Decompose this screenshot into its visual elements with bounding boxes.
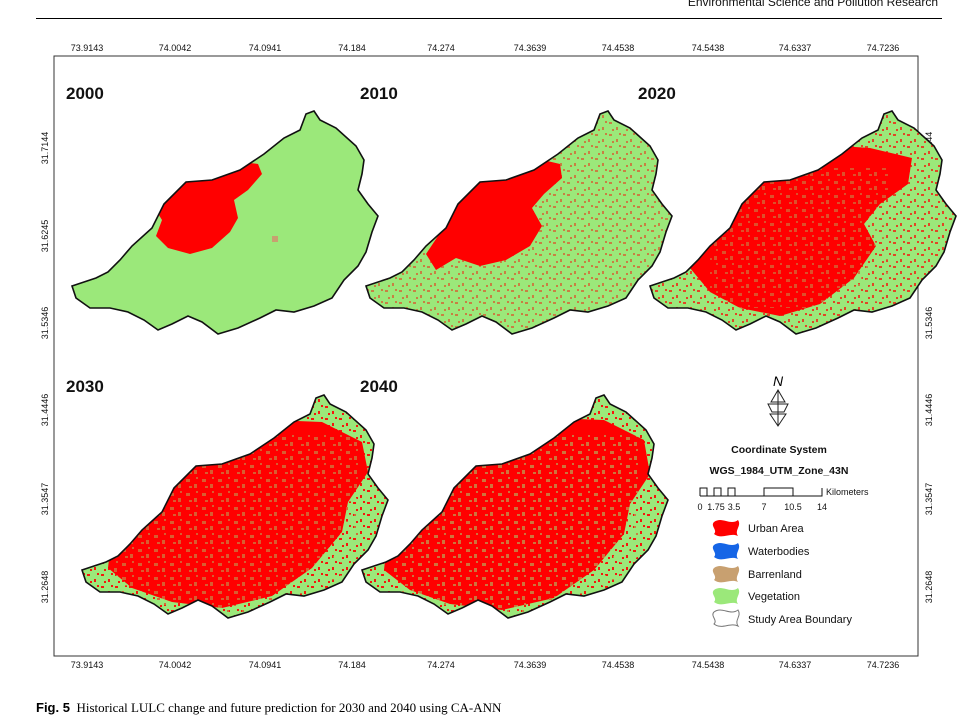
lulc-map-figure: 73.9143 74.0042 74.0941 74.184 74.274 74…: [40, 43, 957, 670]
x-tick-label: 74.0042: [159, 660, 192, 670]
y-tick-label: 31.5346: [924, 307, 934, 340]
legend-label: Vegetation: [748, 591, 800, 603]
scale-unit-label: Kilometers: [826, 487, 869, 497]
vegetation-swatch: [712, 588, 740, 605]
scale-tick-label: 10.5: [784, 502, 802, 512]
journal-header: Environmental Science and Pollution Rese…: [687, 0, 938, 9]
x-tick-label: 74.5438: [692, 43, 725, 53]
x-tick-label: 74.7236: [867, 43, 900, 53]
x-tick-label: 74.4538: [602, 660, 635, 670]
x-tick-label: 74.4538: [602, 43, 635, 53]
x-tick-label: 73.9143: [71, 660, 104, 670]
north-label: N: [773, 373, 784, 389]
bottom-x-axis: 73.9143 74.0042 74.0941 74.184 74.274 74…: [71, 660, 900, 670]
north-arrow: N: [767, 373, 789, 427]
x-tick-label: 74.274: [427, 43, 455, 53]
x-tick-label: 74.184: [338, 43, 366, 53]
panel-year-label: 2000: [66, 84, 104, 103]
y-tick-label: 31.3547: [40, 483, 50, 516]
coordinate-system-value: WGS_1984_UTM_Zone_43N: [710, 465, 849, 477]
figure-label: Fig. 5: [36, 700, 70, 715]
water-swatch: [712, 543, 740, 560]
x-tick-label: 74.0042: [159, 43, 192, 53]
scale-tick-label: 7: [761, 502, 766, 512]
scale-bar: Kilometers 0 1.75 3.5 7 10.5 14: [697, 487, 869, 512]
top-x-axis: 73.9143 74.0042 74.0941 74.184 74.274 74…: [71, 43, 900, 53]
x-tick-label: 74.3639: [514, 660, 547, 670]
x-tick-label: 74.274: [427, 660, 455, 670]
header-rule: [36, 18, 942, 19]
legend-label: Barrenland: [748, 569, 802, 581]
scale-tick-label: 0: [697, 502, 702, 512]
y-tick-label: 31.7144: [40, 132, 50, 165]
figure-caption: Fig. 5 Historical LULC change and future…: [36, 700, 501, 716]
legend: Urban Area Waterbodies Barrenland Vegeta…: [712, 520, 852, 628]
boundary-swatch: [712, 609, 740, 628]
y-tick-label: 31.5346: [40, 307, 50, 340]
legend-item-barren: Barrenland: [712, 566, 802, 583]
legend-label: Study Area Boundary: [748, 614, 852, 626]
scale-tick-label: 14: [817, 502, 827, 512]
caption-text: Historical LULC change and future predic…: [76, 700, 502, 715]
x-tick-label: 74.3639: [514, 43, 547, 53]
x-tick-label: 73.9143: [71, 43, 104, 53]
legend-item-boundary: Study Area Boundary: [712, 609, 852, 628]
barren-swatch: [712, 566, 740, 583]
panel-year-label: 2030: [66, 377, 104, 396]
legend-label: Urban Area: [748, 523, 805, 535]
urban-swatch: [712, 520, 740, 537]
legend-item-water: Waterbodies: [712, 543, 810, 560]
x-tick-label: 74.6337: [779, 43, 812, 53]
panel-year-label: 2010: [360, 84, 398, 103]
y-tick-label: 31.4446: [924, 394, 934, 427]
legend-item-vegetation: Vegetation: [712, 588, 800, 605]
y-tick-label: 31.4446: [40, 394, 50, 427]
legend-label: Waterbodies: [748, 546, 810, 558]
left-y-axis: 31.7144 31.6245 31.5346 31.4446 31.3547 …: [40, 132, 50, 604]
x-tick-label: 74.6337: [779, 660, 812, 670]
panel-year-label: 2020: [638, 84, 676, 103]
y-tick-label: 31.2648: [924, 571, 934, 604]
panel-year-label: 2040: [360, 377, 398, 396]
x-tick-label: 74.0941: [249, 43, 282, 53]
scale-tick-label: 1.75: [707, 502, 725, 512]
legend-item-urban: Urban Area: [712, 520, 805, 537]
x-tick-label: 74.184: [338, 660, 366, 670]
x-tick-label: 74.0941: [249, 660, 282, 670]
y-tick-label: 31.6245: [40, 220, 50, 253]
x-tick-label: 74.7236: [867, 660, 900, 670]
x-tick-label: 74.5438: [692, 660, 725, 670]
y-tick-label: 31.3547: [924, 483, 934, 516]
scale-tick-label: 3.5: [728, 502, 741, 512]
y-tick-label: 31.2648: [40, 571, 50, 604]
coordinate-system-title: Coordinate System: [731, 444, 827, 456]
